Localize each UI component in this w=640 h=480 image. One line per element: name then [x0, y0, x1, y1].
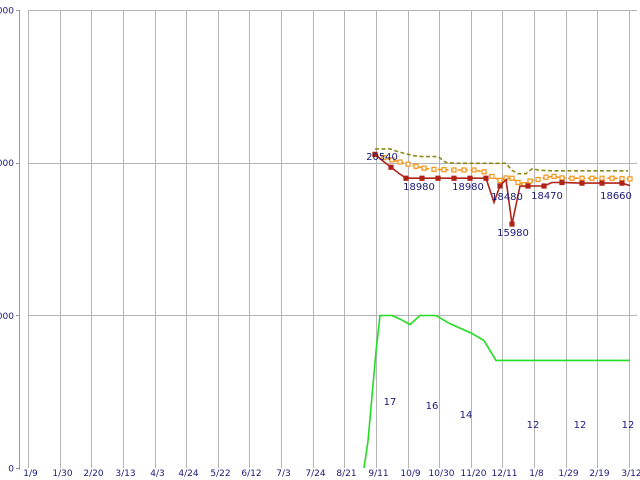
data-label-price-low: 18470 — [531, 191, 563, 202]
y-tick-label: 10000 — [0, 312, 14, 322]
data-series-layer — [363, 148, 633, 469]
x-tick-label: 10/9 — [400, 469, 420, 479]
x-tick-label: 5/22 — [210, 469, 230, 479]
x-tick-label: 6/12 — [241, 469, 261, 479]
data-marker-price-low — [541, 183, 547, 189]
x-tick-label: 2/19 — [589, 469, 609, 479]
data-label-price-low: 18980 — [452, 182, 484, 193]
data-marker-price-avg — [559, 175, 565, 181]
data-marker-price-avg — [619, 176, 625, 182]
data-marker-price-low — [388, 164, 394, 170]
data-marker-price-avg — [543, 174, 549, 180]
grid-lines — [28, 10, 637, 468]
x-tick-label: 8/21 — [336, 469, 356, 479]
data-marker-price-avg — [397, 159, 403, 165]
data-marker-price-low — [483, 175, 489, 181]
data-marker-price-low — [525, 183, 531, 189]
data-marker-price-avg — [471, 167, 477, 173]
data-marker-price-low — [435, 175, 441, 181]
data-marker-price-avg — [527, 178, 533, 184]
data-label-count: 17 — [384, 397, 397, 408]
data-marker-price-avg — [497, 177, 503, 183]
x-tick-label: 9/11 — [368, 469, 388, 479]
data-label-price-low: 20540 — [366, 152, 398, 163]
y-tick-label: 20000 — [0, 159, 14, 169]
data-marker-price-low — [497, 183, 503, 189]
data-label-price-low: 18660 — [600, 191, 632, 202]
data-label-price-low: 15980 — [497, 228, 529, 239]
data-marker-price-avg — [481, 169, 487, 175]
data-marker-price-avg — [627, 176, 633, 182]
data-marker-price-avg — [389, 157, 395, 163]
data-marker-price-avg — [509, 175, 515, 181]
data-marker-price-avg — [421, 165, 427, 171]
x-axis-tick-labels: 1/9 1/30 2/20 3/13 4/3 4/24 5/22 6/12 7/3 7/24 8/2… — [23, 469, 640, 479]
y-tick-label: 0 — [8, 465, 14, 475]
data-marker-price-avg — [569, 175, 575, 181]
x-tick-label: 1/8 — [529, 469, 544, 479]
data-marker-price-low — [467, 175, 473, 181]
data-label-count: 12 — [574, 420, 587, 431]
data-marker-price-avg — [609, 175, 615, 181]
data-point-labels: 20540 18980 18980 18480 15980 18470 18660 17 16 1… — [366, 152, 634, 431]
x-tick-label: 3/13 — [115, 469, 135, 479]
chart-axes — [16, 10, 20, 470]
x-tick-label: 7/3 — [276, 469, 290, 479]
y-tick-label: 30000 — [0, 7, 14, 17]
data-marker-price-avg — [461, 167, 467, 173]
x-tick-label: 10/30 — [429, 469, 455, 479]
data-label-price-low: 18480 — [491, 192, 523, 203]
data-marker-price-low — [372, 151, 378, 158]
x-tick-label: 1/29 — [558, 469, 578, 479]
series-line-price-high — [375, 148, 628, 175]
y-axis-tick-labels: 0 10000 20000 30000 — [0, 7, 14, 475]
data-marker-price-avg — [381, 155, 387, 161]
data-marker-price-low — [419, 175, 425, 181]
x-tick-label: 11/20 — [461, 469, 487, 479]
data-marker-price-low — [579, 180, 585, 186]
x-tick-label: 4/24 — [178, 469, 198, 479]
data-marker-price-avg — [515, 179, 521, 186]
data-marker-price-low — [509, 221, 515, 227]
data-label-count: 12 — [622, 420, 635, 431]
data-marker-price-avg — [413, 163, 419, 169]
data-marker-price-avg — [589, 175, 595, 181]
data-marker-price-avg — [431, 166, 437, 172]
x-tick-label: 2/20 — [83, 469, 103, 479]
x-tick-label: 3/12 — [621, 469, 640, 479]
x-tick-label: 1/9 — [23, 469, 38, 479]
data-label-count: 12 — [527, 420, 540, 431]
data-marker-price-avg — [405, 161, 411, 167]
data-marker-price-avg — [535, 176, 541, 183]
series-line-count — [363, 314, 630, 469]
data-marker-price-avg — [599, 175, 605, 181]
data-marker-price-avg — [441, 167, 447, 173]
data-marker-price-avg — [451, 167, 457, 173]
data-marker-price-low — [451, 175, 457, 181]
data-marker-price-low — [619, 180, 625, 186]
data-marker-price-low — [599, 180, 605, 186]
x-tick-label: 12/11 — [492, 469, 518, 479]
x-tick-label: 1/30 — [52, 469, 72, 479]
data-label-count: 14 — [460, 410, 473, 421]
data-marker-price-low — [559, 179, 565, 186]
data-marker-price-low — [403, 175, 409, 181]
x-tick-label: 7/24 — [305, 469, 325, 479]
data-marker-price-avg — [551, 173, 557, 180]
data-label-price-low: 18980 — [403, 182, 435, 193]
data-marker-price-avg — [579, 175, 585, 181]
data-marker-price-avg — [489, 173, 495, 180]
data-label-count: 16 — [426, 401, 439, 412]
x-tick-label: 4/3 — [150, 469, 164, 479]
